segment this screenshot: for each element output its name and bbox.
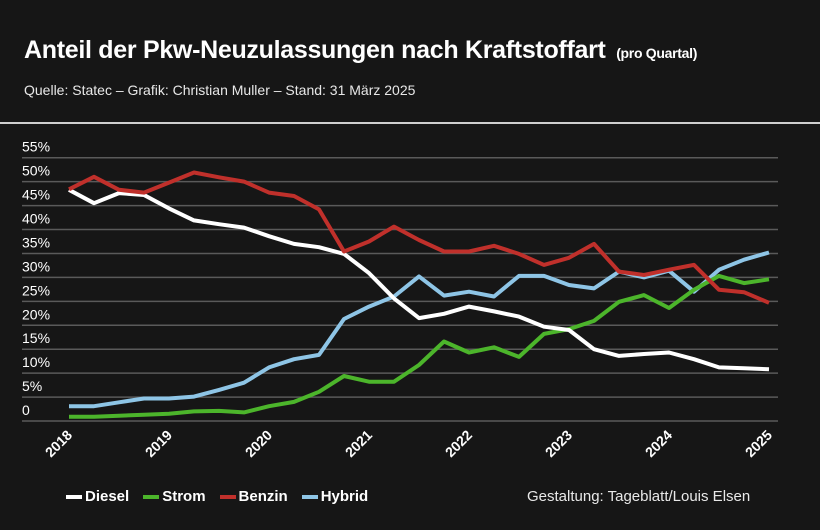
title-main: Anteil der Pkw-Neuzulassungen nach Kraft… bbox=[24, 36, 606, 64]
source-line: Quelle: Statec – Grafik: Christian Mulle… bbox=[24, 82, 416, 98]
y-tick-label: 50% bbox=[22, 163, 50, 179]
y-tick-label: 10% bbox=[22, 354, 50, 370]
series-line-strom bbox=[69, 273, 770, 419]
y-tick-label: 45% bbox=[22, 187, 50, 203]
series-line-hybrid bbox=[69, 250, 770, 409]
legend-swatch bbox=[66, 494, 82, 499]
y-tick-label: 35% bbox=[22, 234, 50, 250]
x-axis-labels: 2018 2019 2020 2021 2022 2023 2024 2025 bbox=[42, 427, 775, 460]
y-tick-label: 15% bbox=[22, 330, 50, 346]
series-lines bbox=[68, 170, 770, 419]
legend: Diesel Strom Benzin Hybrid bbox=[66, 488, 368, 505]
legend-label: Diesel bbox=[85, 488, 130, 505]
y-axis-labels: 0 5% 10% 15% 20% 25% 30% 35% 40% 45% 50% 55% bbox=[22, 139, 50, 418]
x-tick-label: 2021 bbox=[342, 427, 375, 460]
x-tick-label: 2024 bbox=[642, 427, 675, 460]
legend-item-diesel: Diesel bbox=[66, 488, 129, 505]
x-tick-label: 2025 bbox=[742, 427, 775, 460]
legend-label: Strom bbox=[162, 488, 206, 505]
header-divider bbox=[0, 122, 820, 124]
legend-label: Benzin bbox=[238, 488, 288, 505]
x-tick-label: 2018 bbox=[42, 427, 75, 460]
y-tick-label: 20% bbox=[22, 306, 50, 322]
series-line-diesel bbox=[68, 188, 770, 372]
y-tick-label: 0 bbox=[22, 402, 30, 418]
y-tick-label: 5% bbox=[22, 378, 42, 394]
legend-swatch bbox=[143, 494, 160, 499]
credit: Gestaltung: Tageblatt/Louis Elsen bbox=[527, 488, 751, 505]
legend-item-benzin: Benzin bbox=[219, 488, 288, 505]
legend-swatch bbox=[219, 494, 236, 499]
y-tick-label: 25% bbox=[22, 282, 50, 298]
y-tick-label: 30% bbox=[22, 258, 50, 274]
title-suffix: (pro Quartal) bbox=[616, 45, 698, 61]
chart-title: Anteil der Pkw-Neuzulassungen nach Kraft… bbox=[24, 36, 697, 65]
series-line-benzin bbox=[68, 170, 770, 305]
legend-item-hybrid: Hybrid bbox=[301, 488, 369, 505]
legend-swatch bbox=[301, 494, 318, 499]
x-tick-label: 2020 bbox=[242, 427, 275, 460]
legend-item-strom: Strom bbox=[143, 488, 206, 505]
x-tick-label: 2022 bbox=[442, 427, 475, 460]
y-tick-label: 55% bbox=[22, 139, 50, 155]
x-tick-label: 2019 bbox=[142, 427, 175, 460]
legend-label: Hybrid bbox=[320, 488, 369, 505]
y-tick-label: 40% bbox=[22, 211, 50, 227]
x-tick-label: 2023 bbox=[542, 427, 575, 460]
